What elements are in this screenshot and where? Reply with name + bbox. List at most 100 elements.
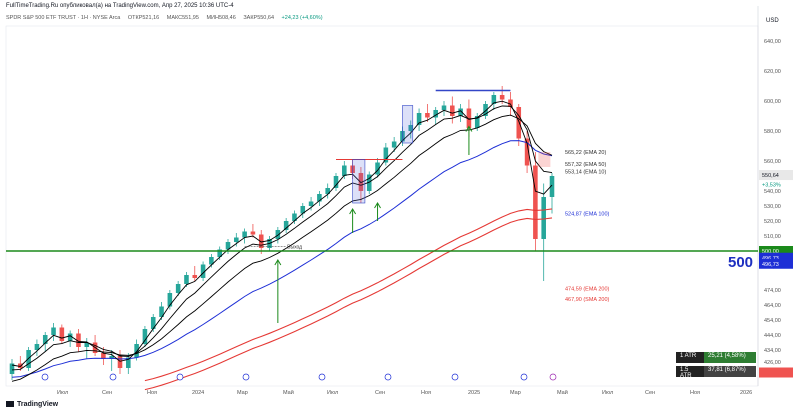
breakout-label: Выход (287, 245, 302, 251)
candle-body (474, 116, 480, 128)
dividend-marker-icon (242, 373, 250, 381)
atr-1x-value: 25,21 (4,58%) (704, 352, 756, 363)
ema200-annotation: 474,59 (EMA 200) (565, 287, 610, 293)
arrow-up-1-head (274, 259, 282, 266)
dividend-marker-icon (176, 373, 184, 381)
candle-body (541, 197, 546, 239)
dividend-marker-icon (41, 373, 49, 381)
candle-body (391, 141, 397, 148)
candle-body (342, 165, 347, 176)
candle-body (283, 221, 289, 230)
candle-body (84, 342, 90, 347)
x-tick-label: Сен (375, 390, 385, 396)
candle-body (192, 275, 198, 278)
chart-publisher-header: FullTimeTrading.Ru опубликовал(а) на Tra… (6, 3, 234, 9)
symbol-info-bar: SPDR S&P 500 ETF TRUST · 1Н · NYSE Arca … (6, 15, 329, 21)
atr-1x-label: 1 ATR (676, 352, 704, 363)
last-price-badge: 550,64 (762, 173, 779, 179)
candle-body (416, 113, 422, 125)
candle-body (175, 284, 181, 293)
atr-1-5x-value: 37,81 (6,87%) (704, 366, 756, 377)
candle-body (101, 353, 106, 359)
candle-body (333, 176, 339, 188)
event-marker-icon (549, 373, 557, 381)
close-value: ЗАКР550,64 (243, 15, 275, 21)
x-tick-label: Май (283, 389, 294, 396)
candle-body (200, 264, 206, 278)
x-tick-label: 2026 (740, 390, 752, 396)
low-price-badge-1-bg (759, 252, 793, 263)
open-value: ОТКР521,16 (127, 15, 160, 21)
candle-body (491, 95, 497, 104)
atr-1-5x-label: 1.5 ATR (676, 366, 704, 379)
y-tick-label: 560,00 (764, 159, 781, 165)
y-tick-label: 640,00 (764, 39, 781, 45)
candle-body (242, 231, 247, 238)
tradingview-brand-text: TradingView (17, 401, 59, 408)
candle-body (150, 317, 156, 329)
candle-body (508, 99, 513, 107)
tradingview-icon (6, 401, 14, 408)
candle-body (234, 237, 239, 242)
candle-body (67, 333, 73, 341)
tradingview-logo[interactable]: TradingView (6, 401, 58, 408)
y-tick-label: 510,00 (764, 234, 781, 240)
x-tick-label: Ноя (690, 390, 700, 396)
candle-body (308, 201, 314, 206)
dividend-marker-icon (384, 373, 392, 381)
x-tick-label: Мар (510, 390, 521, 396)
y-tick-label: 444,00 (764, 333, 781, 339)
candle-body (109, 356, 114, 359)
last-price-change-badge: +3,53% (762, 182, 781, 188)
candle-body (134, 344, 139, 358)
y-tick-label: 434,00 (764, 348, 781, 354)
candle-body (217, 249, 222, 257)
y-tick-label: 464,00 (764, 303, 781, 309)
ema-10-line (11, 100, 553, 367)
support-price-badge-bg (759, 246, 793, 256)
ema-200-line (144, 208, 553, 382)
candle-body (292, 213, 297, 221)
resistance-zone-box (538, 152, 551, 167)
candle-body (458, 108, 463, 116)
candle-body (209, 257, 214, 265)
candle-body (533, 165, 538, 239)
plot-frame (5, 25, 759, 387)
candle-body (167, 293, 173, 307)
x-tick-label: Май (557, 389, 568, 396)
x-tick-label: 2025 (468, 390, 480, 396)
candle-body (499, 95, 505, 100)
candle-body (9, 363, 15, 374)
sma-200-line (144, 217, 553, 391)
ema50-annotation: 557,32 (EMA 50) (565, 162, 606, 168)
candle-body (117, 356, 123, 368)
consolidation-box-1 (352, 159, 366, 204)
symbol-name[interactable]: SPDR S&P 500 ETF TRUST · 1Н · NYSE Arca (6, 15, 121, 21)
big-500-label: 500 (728, 254, 753, 271)
candle-body (383, 147, 389, 163)
candle-body (258, 234, 264, 248)
y-tick-label: 474,00 (764, 288, 781, 294)
support-price-badge: 500,00 (762, 249, 779, 255)
candle-body (159, 306, 164, 317)
ema100-annotation: 524,87 (EMA 100) (565, 212, 610, 218)
high-value: МАКС551,95 (166, 15, 199, 21)
candle-body (59, 327, 65, 341)
consolidation-box-2 (402, 105, 414, 144)
candle-body (18, 363, 23, 368)
ema-20-line (11, 105, 553, 371)
x-tick-label: Ноя (421, 390, 431, 396)
y-tick-label: 530,00 (764, 204, 781, 210)
candle-body (325, 188, 330, 194)
y-tick-label: 426,00 (764, 360, 781, 366)
dividend-marker-icon (109, 373, 117, 381)
ema20-annotation: 565,22 (EMA 20) (565, 150, 606, 156)
candle-body (516, 107, 522, 139)
candle-body (375, 162, 380, 175)
x-tick-label: Сен (645, 390, 655, 396)
y-tick-label: 600,00 (764, 99, 781, 105)
candle-body (51, 327, 56, 335)
x-tick-label: Сен (102, 390, 112, 396)
candle-body (300, 206, 306, 214)
